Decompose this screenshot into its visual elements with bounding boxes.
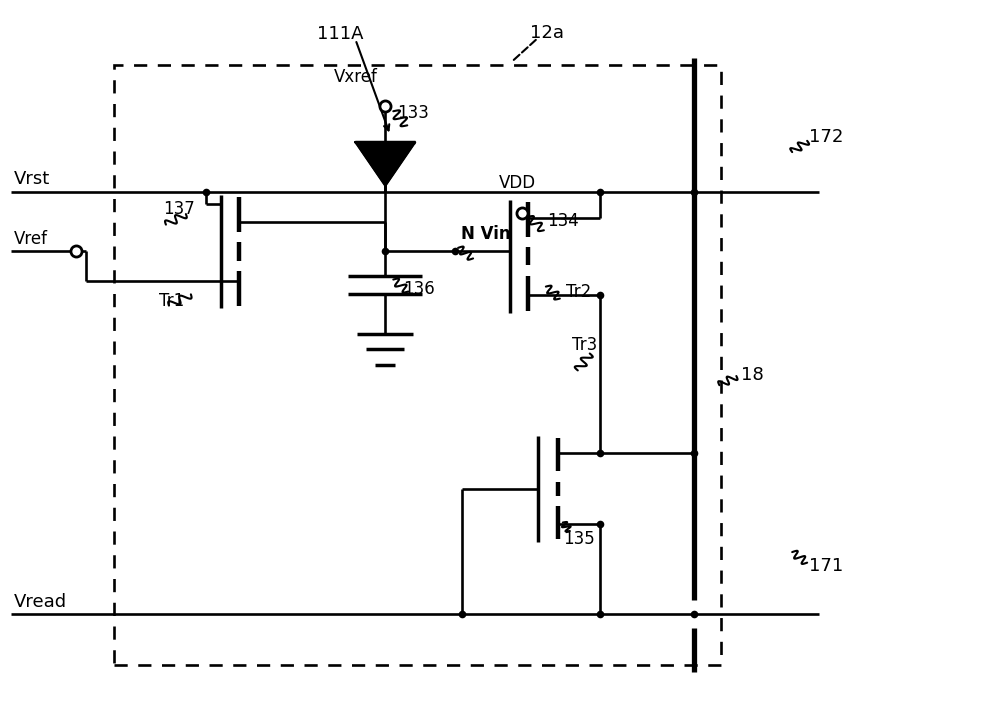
Polygon shape [355, 142, 415, 186]
Text: 135: 135 [563, 530, 595, 549]
Text: 137: 137 [163, 200, 195, 218]
Text: Tr3: Tr3 [572, 336, 597, 354]
Text: 12a: 12a [530, 24, 564, 42]
Text: 134: 134 [547, 212, 579, 230]
Text: 171: 171 [809, 557, 843, 575]
Text: 133: 133 [397, 104, 429, 122]
Text: 111A: 111A [317, 25, 364, 43]
Text: Tr1: Tr1 [159, 292, 184, 310]
Text: VDD: VDD [498, 174, 536, 192]
Text: Vread: Vread [14, 592, 67, 611]
Text: Vxref: Vxref [333, 69, 377, 86]
Text: Vref: Vref [14, 230, 48, 248]
Text: 136: 136 [403, 280, 435, 298]
Text: Tr2: Tr2 [566, 283, 591, 300]
Text: 18: 18 [741, 366, 764, 384]
Text: Vrst: Vrst [14, 170, 51, 188]
Text: 172: 172 [809, 127, 844, 146]
Text: N Vin: N Vin [461, 225, 511, 243]
